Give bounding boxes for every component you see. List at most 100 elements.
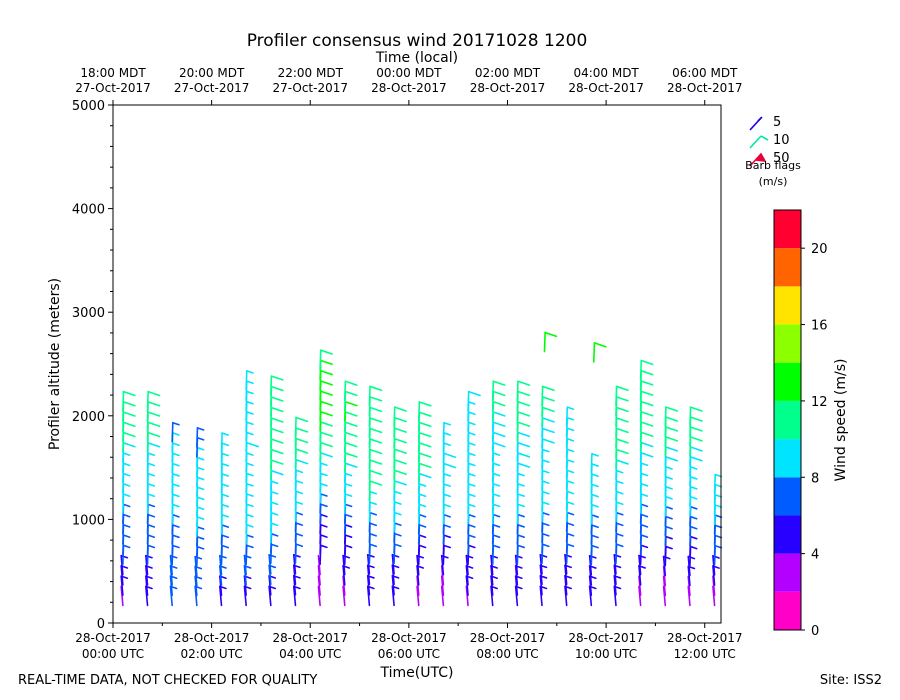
wind-barb (516, 431, 531, 453)
wind-barb (120, 554, 129, 576)
x2-tick-label: 22:00 MDT (278, 66, 344, 80)
colorbar-bin (774, 286, 801, 325)
wind-barb (319, 359, 333, 381)
wind-barb (465, 585, 469, 607)
wind-barb (639, 390, 654, 412)
wind-barb (319, 452, 333, 473)
wind-barb (615, 396, 629, 417)
wind-barb (243, 554, 252, 576)
wind-barb (442, 544, 451, 566)
x2-tick-label: 27-Oct-2017 (174, 81, 250, 95)
wind-barb (539, 554, 548, 575)
wind-barb (490, 554, 498, 576)
wind-barb (268, 554, 277, 575)
wind-barb (713, 473, 723, 495)
barb-flag-symbol (749, 152, 767, 167)
wind-barb (368, 543, 378, 565)
wind-barb (638, 585, 642, 607)
x2-tick-label: 27-Oct-2017 (272, 81, 348, 95)
wind-barb (541, 396, 555, 417)
wind-barb (417, 401, 432, 422)
x-tick-label: 06:00 UTC (378, 647, 440, 661)
wind-barb (417, 462, 432, 484)
wind-barb (417, 431, 432, 453)
y-axis-label: Profiler altitude (meters) (47, 278, 63, 450)
wind-barb (543, 331, 558, 353)
wind-barb (319, 410, 333, 432)
wind-barb (269, 438, 284, 459)
barb-flag-label: 50 (773, 151, 790, 166)
chart-title: Profiler consensus wind 20171028 1200 (247, 31, 588, 51)
x2-tick-label: 20:00 MDT (179, 66, 245, 80)
x-tick-label: 28-Oct-2017 (667, 631, 743, 645)
wind-barb (615, 417, 629, 438)
wind-barb (541, 385, 555, 407)
wind-barb (319, 390, 333, 412)
wind-barb (516, 411, 531, 432)
wind-barb (122, 544, 131, 566)
wind-barb (122, 421, 136, 443)
wind-barb (588, 554, 597, 576)
wind-barb (269, 469, 284, 491)
wind-barb (417, 472, 432, 494)
wind-barb (196, 545, 205, 567)
x2-tick-label: 28-Oct-2017 (568, 81, 644, 95)
wind-barb (689, 416, 703, 437)
wind-barb (319, 369, 333, 391)
wind-barb (343, 380, 358, 402)
wind-barb (269, 406, 284, 428)
wind-barb (417, 544, 427, 566)
wind-barb (122, 390, 136, 412)
wind-barb (393, 469, 407, 491)
wind-barb (664, 446, 679, 467)
x-tick-label: 28-Oct-2017 (75, 631, 151, 645)
wind-barb (564, 553, 572, 575)
wind-barb (639, 370, 654, 391)
colorbar-tick-label: 4 (811, 548, 819, 563)
barb-flag-symbol (749, 135, 769, 149)
wind-barb (343, 400, 358, 422)
wind-barb (245, 544, 254, 566)
wind-barb (639, 431, 654, 453)
colorbar-bin (774, 210, 801, 249)
colorbar-bin (774, 400, 801, 440)
wind-barb (467, 544, 476, 566)
wind-barb (613, 554, 622, 575)
wind-barb (712, 555, 720, 576)
wind-barb (343, 441, 358, 463)
wind-barb (368, 427, 383, 449)
wind-barb (343, 544, 353, 566)
wind-barb (393, 406, 407, 427)
wind-barb (145, 554, 153, 576)
wind-barb (491, 441, 506, 463)
wind-barb (368, 480, 383, 501)
wind-barb (516, 400, 531, 422)
wind-barb (269, 385, 284, 407)
wind-barb (294, 458, 309, 480)
x2-tick-label: 02:00 MDT (475, 66, 541, 80)
wind-barb (541, 427, 555, 449)
wind-barb (664, 545, 673, 567)
wind-barb (440, 554, 449, 576)
wind-barb (343, 452, 358, 473)
colorbar-bin (774, 248, 801, 287)
wind-barb (712, 585, 716, 607)
x2-tick-label: 04:00 MDT (573, 66, 639, 80)
x-axis-label: Time(UTC) (380, 665, 454, 681)
wind-barb (220, 544, 230, 566)
wind-barb (516, 441, 531, 463)
wind-barb (171, 421, 180, 443)
wind-barb (442, 462, 457, 484)
wind-barb (687, 555, 696, 577)
wind-barb (638, 554, 646, 576)
wind-barb (514, 554, 523, 576)
wind-barb (687, 585, 691, 607)
x-tick-label: 28-Oct-2017 (371, 631, 447, 645)
colorbar-bin (774, 362, 801, 401)
wind-barb (491, 380, 506, 402)
wind-barb (615, 385, 629, 407)
x2-tick-label: 06:00 MDT (672, 66, 738, 80)
x2-tick-label: 28-Oct-2017 (667, 81, 743, 95)
